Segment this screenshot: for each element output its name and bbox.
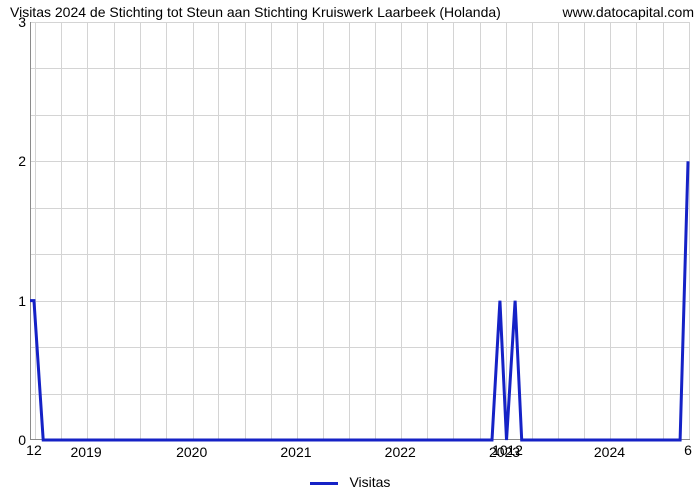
x-axis-tick-label: 2020	[176, 444, 207, 460]
chart-legend: Visitas	[0, 474, 700, 490]
x-axis-tick-label: 2019	[71, 444, 102, 460]
data-point-label: 12	[26, 442, 42, 458]
visitas-line	[30, 161, 688, 440]
chart-line-layer	[30, 22, 690, 440]
data-point-label: 6	[684, 442, 692, 458]
y-axis-tick-label: 3	[6, 14, 26, 30]
data-point-label: 10	[492, 442, 508, 458]
x-axis-tick-label: 2022	[385, 444, 416, 460]
y-axis-tick-label: 2	[6, 153, 26, 169]
y-axis-tick-label: 1	[6, 293, 26, 309]
x-axis-tick-label: 2024	[594, 444, 625, 460]
data-point-label: 12	[507, 442, 523, 458]
y-axis-tick-label: 0	[6, 432, 26, 448]
legend-label: Visitas	[349, 474, 390, 490]
watermark-text: www.datocapital.com	[562, 4, 694, 20]
x-axis-tick-label: 2021	[280, 444, 311, 460]
legend-swatch	[310, 482, 338, 485]
chart-title: Visitas 2024 de Stichting tot Steun aan …	[10, 4, 501, 20]
